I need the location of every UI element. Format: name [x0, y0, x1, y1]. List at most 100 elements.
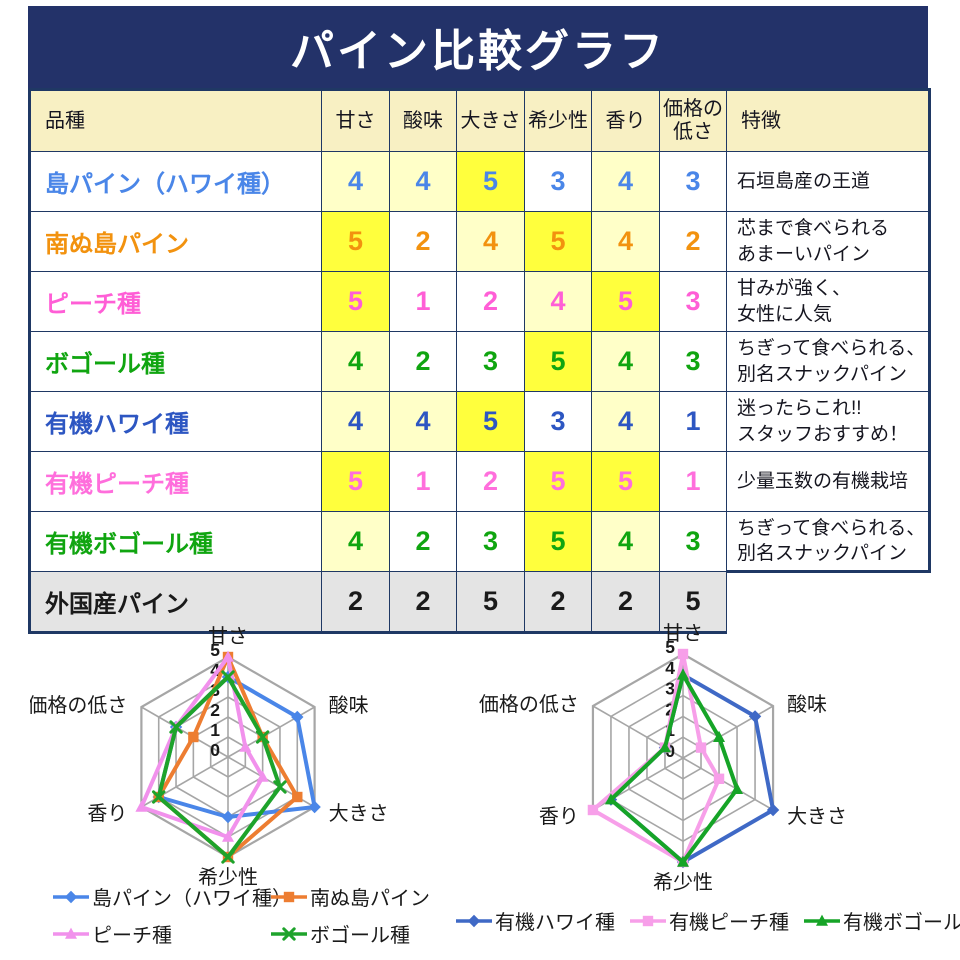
feature-cell: 石垣島産の王道	[726, 151, 931, 212]
legend-right: 有機ハワイ種 有機ピーチ種 有機ボゴール種	[455, 906, 960, 935]
series-marker	[282, 926, 296, 941]
column-header: 価格の低さ	[659, 88, 727, 152]
tick-label: 0	[210, 740, 220, 760]
series-marker	[255, 730, 270, 744]
column-header: 酸味	[389, 88, 457, 152]
score-cell: 4	[321, 511, 390, 572]
series-marker	[291, 710, 304, 724]
series-marker	[713, 730, 726, 742]
score-cell: 3	[456, 331, 525, 392]
feature-cell: 甘みが強く、 女性に人気	[726, 271, 931, 332]
series-marker	[695, 742, 707, 753]
score-cell: 4	[524, 271, 592, 332]
score-cell: 4	[591, 211, 660, 272]
axis-label: 希少性	[198, 866, 258, 889]
feature-cell	[726, 571, 930, 633]
tick-label: 3	[665, 679, 675, 699]
axis-label: 酸味	[787, 693, 827, 716]
axis-label: 甘さ	[208, 625, 248, 648]
feature-line: ちぎって食べられる、	[737, 517, 926, 539]
score-cell: 1	[389, 451, 457, 512]
variety-cell: 有機ボゴール種	[28, 511, 322, 572]
score-cell: 1	[659, 451, 727, 512]
radar-series	[608, 672, 740, 864]
axis-label: 価格の低さ	[479, 693, 579, 716]
legend-item: 有機ボゴール種	[803, 906, 960, 935]
table-row: 外国産パイン 2 2 5 2 2 5	[28, 571, 930, 634]
tick-label: 4	[210, 660, 220, 680]
score-cell: 4	[389, 151, 457, 212]
series-marker	[467, 914, 481, 927]
legend-item: 南ぬ島パイン	[270, 882, 482, 911]
score-cell: 4	[591, 391, 660, 452]
score-cell: 5	[591, 451, 660, 512]
series-marker	[169, 720, 183, 734]
variety-cell: 外国産パイン	[28, 571, 322, 634]
column-header: 大きさ	[456, 88, 525, 152]
series-marker	[273, 780, 287, 794]
feature-line: 芯まで食べられる	[737, 218, 890, 240]
table-row: 島パイン（ハワイ種） 4 4 5 3 4 3 石垣島産の王道	[28, 151, 931, 212]
feature-line: あまーいパイン	[737, 243, 871, 265]
tick-label: 2	[665, 699, 675, 719]
series-marker	[188, 731, 199, 743]
feature-line: 女性に人気	[737, 303, 833, 325]
legend-item: 有機ハワイ種	[455, 906, 615, 935]
series-marker	[152, 790, 166, 804]
tick-label: 2	[210, 700, 220, 720]
column-header: 品種	[28, 88, 322, 152]
series-marker	[677, 668, 689, 680]
score-cell: 3	[659, 271, 727, 332]
legend-item: 有機ピーチ種	[629, 906, 789, 935]
axis-label: 大きさ	[329, 802, 389, 825]
legend-label: 島パイン（ハワイ種）	[92, 888, 292, 910]
series-marker	[222, 830, 234, 842]
score-cell: 5	[456, 571, 525, 634]
axis-label: 甘さ	[663, 622, 703, 645]
score-cell: 5	[321, 211, 390, 272]
feature-cell: 少量玉数の有機栽培	[726, 451, 931, 512]
legend-item: ボゴール種	[270, 919, 482, 948]
legend-marker	[804, 914, 840, 926]
series-marker	[713, 773, 725, 784]
series-marker	[256, 770, 269, 782]
score-cell: 2	[389, 511, 457, 572]
score-cell: 5	[456, 391, 525, 452]
legend-label: ボゴール種	[310, 925, 410, 947]
table-row: 有機ハワイ種 4 4 5 3 4 1 迷ったらこれ!! スタッフおすすめ！	[28, 391, 931, 452]
feature-line: 甘みが強く、	[737, 278, 852, 300]
axis-label: 酸味	[329, 694, 369, 717]
tick-label: 0	[665, 741, 675, 761]
score-cell: 3	[524, 151, 592, 212]
series-marker	[221, 670, 235, 684]
column-header: 甘さ	[321, 88, 390, 152]
legend-left: 島パイン（ハワイ種） 南ぬ島パイン ピーチ種 ボゴール種	[52, 882, 482, 948]
score-cell: 5	[659, 571, 727, 634]
variety-cell: 南ぬ島パイン	[28, 211, 322, 272]
score-cell: 4	[591, 331, 660, 392]
series-marker	[658, 741, 671, 753]
comparison-table: 品種 甘さ 酸味 大きさ 希少性 香り 価格の低さ 特徴 島パイン（ハワイ種） 4 4 5 3 4 3 石垣…	[28, 88, 931, 634]
feature-line: 迷ったらこれ!!	[737, 398, 862, 420]
score-cell: 3	[659, 511, 727, 572]
feature-cell: ちぎって食べられる、 別名スナックパイン	[726, 511, 931, 573]
legend-item: ピーチ種	[52, 919, 270, 948]
table-header: 品種 甘さ 酸味 大きさ 希少性 香り 価格の低さ 特徴	[28, 88, 931, 152]
score-cell: 2	[659, 211, 727, 272]
variety-cell: 有機ピーチ種	[28, 451, 322, 512]
score-cell: 5	[524, 511, 592, 572]
score-cell: 5	[321, 271, 390, 332]
score-cell: 1	[659, 391, 727, 452]
legend-marker	[271, 926, 307, 941]
series-marker	[587, 804, 599, 816]
series-marker	[308, 800, 321, 814]
series-marker	[64, 890, 78, 903]
score-cell: 5	[456, 151, 525, 212]
legend-marker	[53, 927, 89, 939]
tick-label: 1	[210, 720, 220, 740]
legend-label: 有機ピーチ種	[669, 912, 789, 934]
score-cell: 4	[389, 391, 457, 452]
feature-cell: 迷ったらこれ!! スタッフおすすめ！	[726, 391, 931, 452]
score-cell: 2	[456, 451, 525, 512]
